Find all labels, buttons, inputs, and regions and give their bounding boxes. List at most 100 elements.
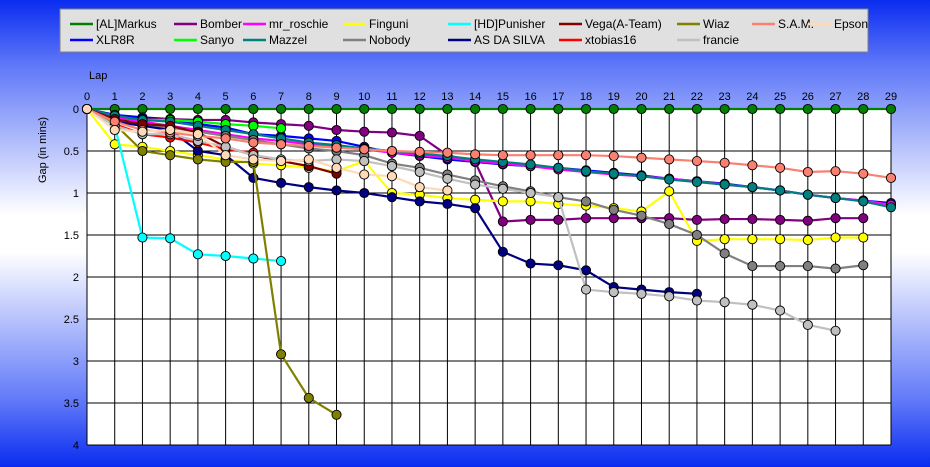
legend-item: Vega(A-Team) <box>559 17 662 31</box>
data-point <box>858 260 869 271</box>
legend-item: XLR8R <box>70 33 135 47</box>
data-point <box>497 150 508 161</box>
data-point <box>331 409 342 420</box>
x-tick-label: 12 <box>414 91 426 103</box>
data-point <box>359 169 370 180</box>
x-tick-label: 19 <box>608 91 620 103</box>
y-tick-label: 3 <box>73 356 79 368</box>
data-point <box>636 103 647 115</box>
data-point <box>802 166 813 178</box>
x-tick-label: 26 <box>802 91 814 103</box>
x-tick-label: 14 <box>469 91 481 103</box>
data-point <box>331 154 342 165</box>
data-point <box>608 204 619 215</box>
legend-item: AS DA SILVA <box>448 33 545 47</box>
data-point <box>775 261 786 272</box>
x-tick-label: 10 <box>358 91 370 103</box>
data-point <box>747 182 758 193</box>
x-tick-label: 3 <box>167 91 173 103</box>
data-point <box>885 172 897 183</box>
x-tick-label: 17 <box>552 91 564 103</box>
data-point <box>691 229 702 241</box>
y-tick-label: 1.5 <box>64 230 79 242</box>
data-point <box>830 213 841 224</box>
legend-item: Mazzel <box>243 33 307 47</box>
data-point <box>470 203 481 214</box>
legend-label: Finguni <box>369 17 408 31</box>
data-point <box>553 192 564 203</box>
legend-item: [HD]Punisher <box>448 17 545 31</box>
data-point <box>220 141 231 152</box>
data-point <box>414 196 425 207</box>
data-point <box>137 103 148 115</box>
data-point <box>386 171 398 182</box>
data-point <box>470 194 481 205</box>
data-point <box>608 103 619 115</box>
x-tick-label: 28 <box>857 91 869 103</box>
legend-item: Bomber <box>174 17 242 31</box>
data-point <box>830 232 841 243</box>
data-point <box>137 232 148 243</box>
data-point <box>220 250 231 262</box>
data-point <box>830 192 841 204</box>
data-point <box>442 103 453 115</box>
data-point <box>830 103 841 115</box>
data-point <box>248 154 259 165</box>
data-point <box>192 103 203 115</box>
plot-area: 0 1 2 3 4 5 6 7 8 9 10 11 12 13 14 15 16 17 18 19 20 21 22 23 24… <box>64 91 897 452</box>
data-point <box>165 233 176 244</box>
legend-item: xtobias16 <box>559 33 637 47</box>
legend-label: Nobody <box>369 33 410 47</box>
data-point <box>276 103 287 115</box>
x-tick-label: 0 <box>84 91 90 103</box>
data-point <box>775 103 786 115</box>
data-point <box>719 248 730 259</box>
y-tick-label: 2.5 <box>64 314 79 326</box>
data-point <box>442 173 453 184</box>
data-point <box>747 160 758 171</box>
legend-item: [AL]Markus <box>70 17 157 31</box>
data-point <box>414 146 425 157</box>
y-tick-label: 1 <box>73 188 79 200</box>
data-point <box>303 182 314 193</box>
legend-label: AS DA SILVA <box>474 33 545 47</box>
data-point <box>525 103 536 115</box>
x-tick-label: 24 <box>746 91 758 103</box>
data-point <box>248 103 259 115</box>
data-point <box>802 103 813 115</box>
legend-label: xtobias16 <box>585 33 637 47</box>
data-point <box>664 103 675 115</box>
data-point <box>830 263 841 274</box>
x-tick-label: 16 <box>524 91 536 103</box>
data-point <box>636 152 647 163</box>
data-point <box>775 305 786 316</box>
data-point <box>608 287 619 298</box>
x-tick-label: 18 <box>580 91 592 103</box>
data-point <box>359 126 370 137</box>
data-point <box>858 168 869 179</box>
data-point <box>802 215 813 226</box>
data-point <box>747 103 758 115</box>
data-point <box>331 103 342 115</box>
data-point <box>81 103 93 115</box>
y-axis-label: Gap (in mins) <box>37 117 49 183</box>
data-point <box>386 192 398 203</box>
data-point <box>165 103 176 115</box>
data-point <box>359 156 370 167</box>
y-tick-label: 0.5 <box>64 146 79 158</box>
data-point <box>497 103 508 115</box>
data-point <box>580 150 592 161</box>
legend-label: Mazzel <box>269 33 307 47</box>
x-tick-label: 27 <box>829 91 841 103</box>
legend-label: S.A.M. <box>778 17 814 31</box>
x-tick-label: 22 <box>691 91 703 103</box>
data-point <box>276 177 287 188</box>
legend-label: mr_roschie <box>269 17 329 31</box>
legend-item: S.A.M. <box>752 17 814 31</box>
data-point <box>331 162 342 173</box>
x-tick-label: 15 <box>497 91 509 103</box>
legend: [AL]Markus Bomber mr_roschie Finguni [HD]Pun… <box>59 8 869 53</box>
legend-item: Epson <box>808 17 868 31</box>
legend-item: francie <box>677 33 739 47</box>
data-point <box>608 168 619 179</box>
